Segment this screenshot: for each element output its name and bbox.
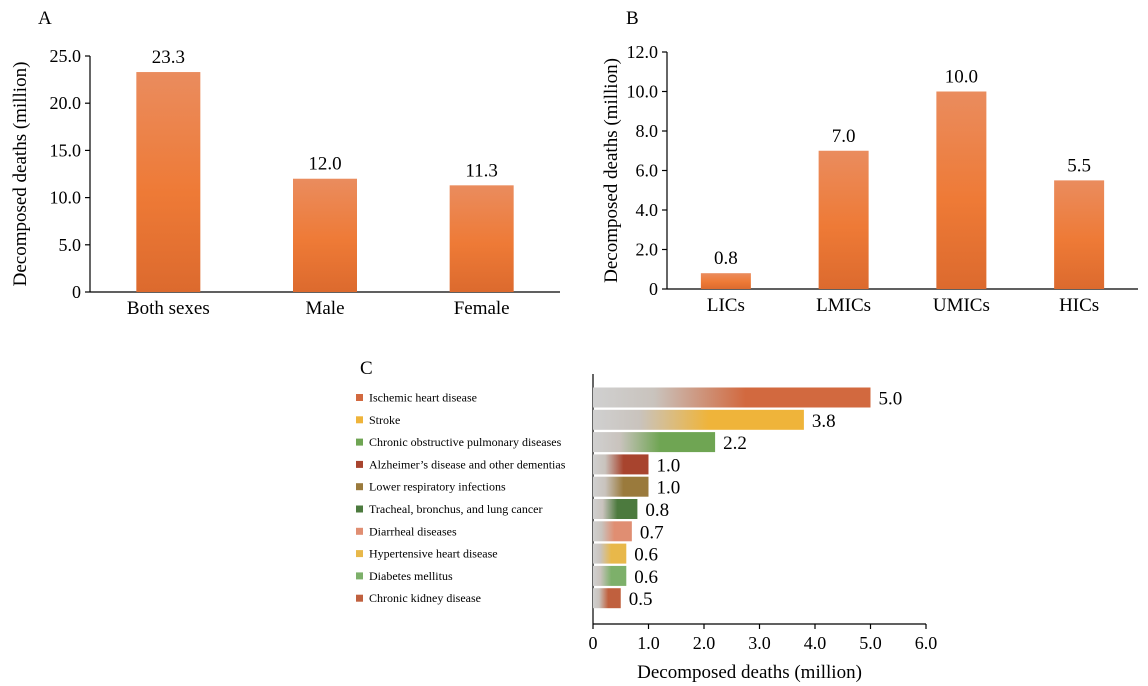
legend-swatch xyxy=(356,483,363,491)
bar xyxy=(936,91,987,289)
legend-label: Tracheal, bronchus, and lung cancer xyxy=(369,502,543,516)
legend-swatch xyxy=(356,438,363,446)
bar xyxy=(593,409,804,430)
legend-swatch xyxy=(356,505,363,513)
y-tick-label: 2.0 xyxy=(636,240,659,260)
bar xyxy=(593,432,716,453)
legend-label: Diabetes mellitus xyxy=(369,569,453,583)
data-label: 0.8 xyxy=(645,500,669,521)
legend-label: Ischemic heart disease xyxy=(369,391,477,405)
y-tick-label: 6.0 xyxy=(636,161,659,181)
bar xyxy=(593,543,627,564)
x-tick-label: Female xyxy=(454,298,510,319)
bar xyxy=(593,499,638,519)
legend-label: Hypertensive heart disease xyxy=(369,547,498,561)
bar xyxy=(593,588,621,609)
legend-label: Chronic kidney disease xyxy=(369,591,481,605)
x-tick-label: UMICs xyxy=(933,295,990,316)
y-tick-label: 0 xyxy=(649,279,658,299)
bar xyxy=(136,72,201,292)
x-tick-label: Male xyxy=(305,298,344,319)
panel-a-chart: A 0 5.0 10.0 15.0 20.0 25.0 Decomposed deaths (… xyxy=(10,8,560,319)
x-tick-label: HICs xyxy=(1059,295,1099,316)
data-label: 23.3 xyxy=(152,47,185,68)
data-label: 12.0 xyxy=(308,154,341,175)
data-label: 0.6 xyxy=(634,567,658,588)
legend-swatch xyxy=(356,594,363,602)
data-label: 0.6 xyxy=(634,545,658,566)
legend-label: Chronic obstructive pulmonary diseases xyxy=(369,435,562,449)
x-tick-label: LMICs xyxy=(816,295,871,316)
y-tick-label: 20.0 xyxy=(50,93,82,113)
x-tick-label: Both sexes xyxy=(127,298,210,319)
y-tick-label: 25.0 xyxy=(50,46,82,66)
bar xyxy=(818,150,869,289)
y-tick-label: 15.0 xyxy=(50,140,82,160)
bar xyxy=(593,454,649,475)
data-label: 5.5 xyxy=(1067,155,1091,176)
data-label: 5.0 xyxy=(879,389,903,410)
data-label: 10.0 xyxy=(945,67,978,88)
data-label: 0.8 xyxy=(714,248,738,269)
bar xyxy=(593,387,871,408)
legend-swatch xyxy=(356,394,363,401)
x-tick-label: 0 xyxy=(589,633,598,653)
y-axis-title: Decomposed deaths (million) xyxy=(601,58,622,283)
legend-label: Stroke xyxy=(369,413,400,427)
data-label: 1.0 xyxy=(657,455,681,476)
bar xyxy=(700,273,751,289)
y-tick-label: 4.0 xyxy=(636,200,659,220)
y-tick-label: 10.0 xyxy=(627,82,659,102)
bar xyxy=(593,565,627,586)
x-tick-label: 1.0 xyxy=(637,633,660,653)
data-label: 0.7 xyxy=(640,522,664,543)
bar xyxy=(593,476,649,497)
y-tick-label: 5.0 xyxy=(59,235,82,255)
bar xyxy=(449,185,514,292)
x-tick-label: 5.0 xyxy=(859,633,882,653)
y-tick-label: 10.0 xyxy=(50,188,82,208)
panel-label: A xyxy=(38,8,52,29)
y-tick-label: 8.0 xyxy=(636,121,659,141)
data-label: 1.0 xyxy=(657,478,681,499)
data-label: 7.0 xyxy=(832,126,856,147)
x-tick-label: 3.0 xyxy=(748,633,771,653)
legend-label: Diarrheal diseases xyxy=(369,524,457,538)
bar xyxy=(593,521,632,542)
legend-label: Alzheimer’s disease and other dementias xyxy=(369,457,566,471)
panel-label: C xyxy=(360,358,373,379)
data-label: 2.2 xyxy=(723,433,747,454)
legend-swatch xyxy=(356,416,363,424)
legend-swatch xyxy=(356,550,363,558)
panel-c-chart: C 0 1.0 2.0 3.0 4.0 5.0 6.0 Decomposed deaths (m… xyxy=(356,358,937,683)
x-tick-label: 4.0 xyxy=(804,633,827,653)
panel-label: B xyxy=(626,8,639,29)
legend-swatch xyxy=(356,572,363,580)
legend-swatch xyxy=(356,460,363,468)
y-axis-title: Decomposed deaths (million) xyxy=(10,62,31,287)
legend-label: Lower respiratory infections xyxy=(369,480,506,494)
bar xyxy=(1054,180,1105,289)
x-tick-label: 2.0 xyxy=(693,633,716,653)
data-label: 3.8 xyxy=(812,411,836,432)
data-label: 0.5 xyxy=(629,589,653,610)
x-tick-label: LICs xyxy=(707,295,745,316)
y-tick-label: 12.0 xyxy=(627,42,659,62)
x-tick-label: 6.0 xyxy=(915,633,938,653)
y-tick-label: 0 xyxy=(72,282,81,302)
x-axis-title: Decomposed deaths (million) xyxy=(637,662,862,683)
legend-swatch xyxy=(356,527,363,535)
bar xyxy=(293,178,357,292)
data-label: 11.3 xyxy=(465,160,498,181)
